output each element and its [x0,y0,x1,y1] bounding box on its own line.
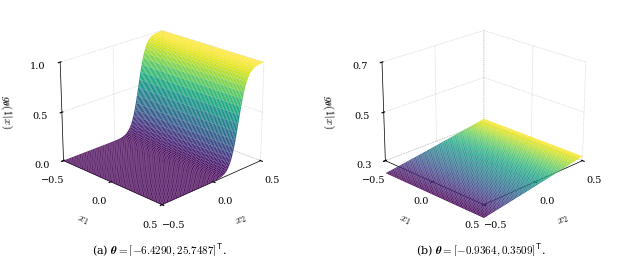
Text: (a) $\boldsymbol{\theta} = [-6.4290, 25.7487]^{\mathsf{T}}$.: (a) $\boldsymbol{\theta} = [-6.4290, 25.… [92,243,227,256]
Text: (b) $\boldsymbol{\theta} = [-0.9364, 0.3509]^{\mathsf{T}}$.: (b) $\boldsymbol{\theta} = [-0.9364, 0.3… [416,243,546,256]
Y-axis label: $x_1$: $x_1$ [397,213,412,228]
X-axis label: $x_2$: $x_2$ [556,213,571,228]
Y-axis label: $x_1$: $x_1$ [75,213,90,228]
X-axis label: $x_2$: $x_2$ [234,213,249,228]
